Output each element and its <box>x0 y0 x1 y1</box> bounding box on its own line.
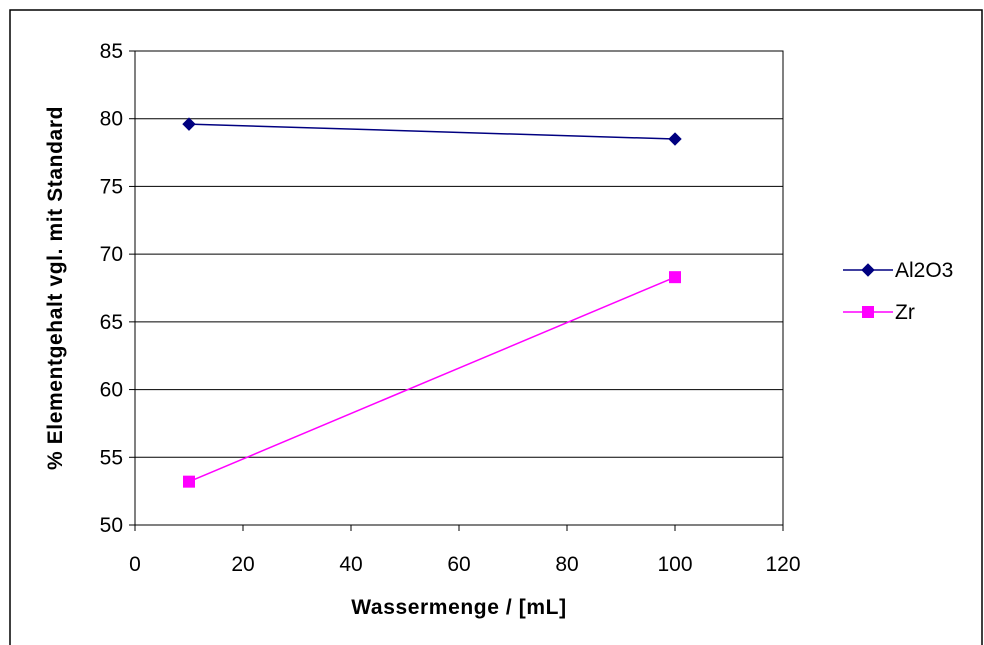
y-tick-label: 85 <box>100 40 123 63</box>
legend-label-al2o3: Al2O3 <box>895 259 953 282</box>
x-tick-label: 40 <box>339 553 362 576</box>
x-tick-label: 60 <box>447 553 470 576</box>
series-line-zr <box>188 276 676 483</box>
y-tick-label: 75 <box>100 175 123 198</box>
legend-marker-al2o3 <box>861 263 875 277</box>
data-point-al2o3 <box>182 117 196 131</box>
y-tick-label: 55 <box>100 446 123 469</box>
y-tick-label: 65 <box>100 311 123 334</box>
x-axis-title: Wassermenge / [mL] <box>351 596 566 619</box>
data-point-zr <box>669 271 681 284</box>
y-tick-label: 50 <box>100 514 123 537</box>
x-axis-ticks: 0 20 40 60 80 100 120 <box>129 525 801 576</box>
legend-marker-zr <box>862 306 874 318</box>
y-tick-label: 70 <box>100 243 123 266</box>
data-point-zr <box>183 475 195 488</box>
y-axis-title: % Elementgehalt vgl. mit Standard <box>44 106 67 470</box>
y-axis-ticks: 50 55 60 65 70 75 80 85 <box>100 40 135 537</box>
gridlines <box>135 118 783 458</box>
chart-frame <box>9 9 983 645</box>
data-point-al2o3 <box>668 132 682 146</box>
x-tick-label: 20 <box>231 553 254 576</box>
x-tick-label: 80 <box>555 553 578 576</box>
y-tick-label: 60 <box>100 379 123 402</box>
y-tick-label: 80 <box>100 108 123 131</box>
series-line-al2o3 <box>188 123 676 140</box>
x-tick-label: 120 <box>765 553 800 576</box>
series-layer <box>182 117 682 488</box>
legend-label-zr: Zr <box>895 301 915 324</box>
x-tick-label: 0 <box>129 553 141 576</box>
legend: Al2O3 Zr <box>843 259 953 324</box>
x-tick-label: 100 <box>657 553 692 576</box>
